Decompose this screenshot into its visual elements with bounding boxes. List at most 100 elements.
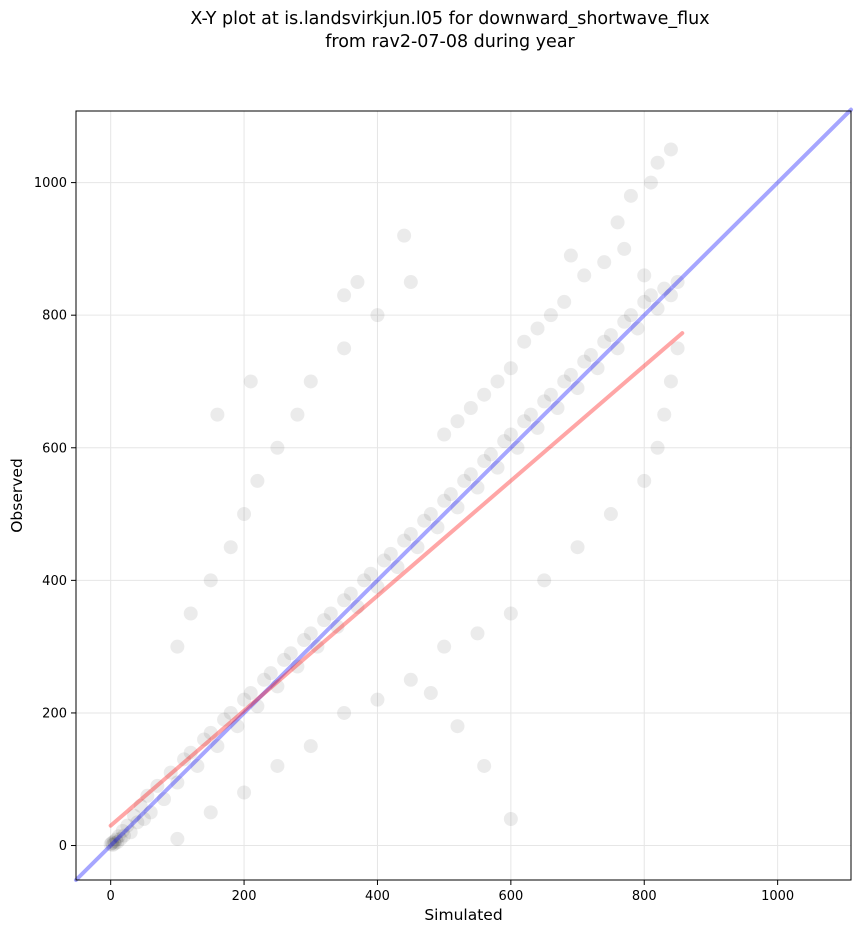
data-point [617,314,632,329]
data-point [663,374,678,389]
data-point [337,288,352,303]
data-point [403,672,418,687]
data-point [110,835,125,850]
y-tick-label: 600 [42,441,67,456]
data-point [350,599,365,614]
data-point [115,823,130,838]
data-point [107,836,122,851]
data-point [203,573,218,588]
data-point [490,374,505,389]
data-point [503,361,518,376]
data-point [557,374,572,389]
data-point [270,758,285,773]
data-point [183,606,198,621]
data-points [103,142,685,852]
data-point [277,652,292,667]
data-point [290,659,305,674]
data-point [117,828,132,843]
data-point [623,308,638,323]
data-point [323,606,338,621]
data-point [103,837,118,852]
data-point [283,646,298,661]
data-point [317,613,332,628]
data-point [617,241,632,256]
data-point [657,407,672,422]
chart-title-line-1: X-Y plot at is.landsvirkjun.l05 for down… [190,9,710,29]
data-point [357,573,372,588]
data-point [583,347,598,362]
data-point [217,712,232,727]
data-point [203,805,218,820]
data-point [250,473,265,488]
data-point [603,507,618,522]
y-tick-label: 800 [42,309,67,324]
axis-ticks: 0 200 400 600 800 1000 0 200 400 600 800 1000 [34,176,794,904]
data-point [250,699,265,714]
x-tick-label: 0 [107,889,115,904]
data-point [410,540,425,555]
data-point [223,540,238,555]
data-point [370,579,385,594]
data-point [563,248,578,263]
y-tick-label: 400 [42,574,67,589]
data-point [223,705,238,720]
data-point [303,374,318,389]
data-point [577,354,592,369]
data-point [543,308,558,323]
data-point [497,434,512,449]
x-tick-label: 1000 [761,889,794,904]
data-point [210,739,225,754]
data-point [130,815,145,830]
x-tick-label: 400 [365,889,390,904]
data-point [243,686,258,701]
data-point [370,692,385,707]
data-point [530,321,545,336]
data-point [563,367,578,382]
y-tick-label: 0 [59,839,67,854]
data-point [650,301,665,316]
data-point [303,626,318,641]
data-point [423,507,438,522]
x-axis-label: Simulated [424,906,502,924]
data-point [177,752,192,767]
data-point [650,155,665,170]
data-point [423,686,438,701]
data-point [663,288,678,303]
data-point [503,606,518,621]
data-point [263,666,278,681]
data-point [457,473,472,488]
data-point [597,255,612,270]
data-point [537,573,552,588]
data-point [310,639,325,654]
data-point [127,808,142,823]
data-point [430,520,445,535]
data-point [417,513,432,528]
data-point [517,414,532,429]
data-point [170,831,185,846]
data-point [350,275,365,290]
data-point [109,832,124,847]
data-point [170,639,185,654]
data-point [670,341,685,356]
data-point [590,361,605,376]
y-axis-label: Observed [8,458,26,533]
data-point [597,334,612,349]
data-point [303,739,318,754]
data-point [510,440,525,455]
data-point [630,321,645,336]
data-point [490,460,505,475]
data-point [543,387,558,402]
data-point [337,593,352,608]
data-point [140,788,155,803]
data-point [637,268,652,283]
data-point [450,719,465,734]
data-point [577,268,592,283]
data-point [477,758,492,773]
data-point [210,407,225,422]
data-point [523,407,538,422]
data-point [337,341,352,356]
data-point [517,334,532,349]
data-point [170,775,185,790]
data-point [550,400,565,415]
data-point [390,560,405,575]
